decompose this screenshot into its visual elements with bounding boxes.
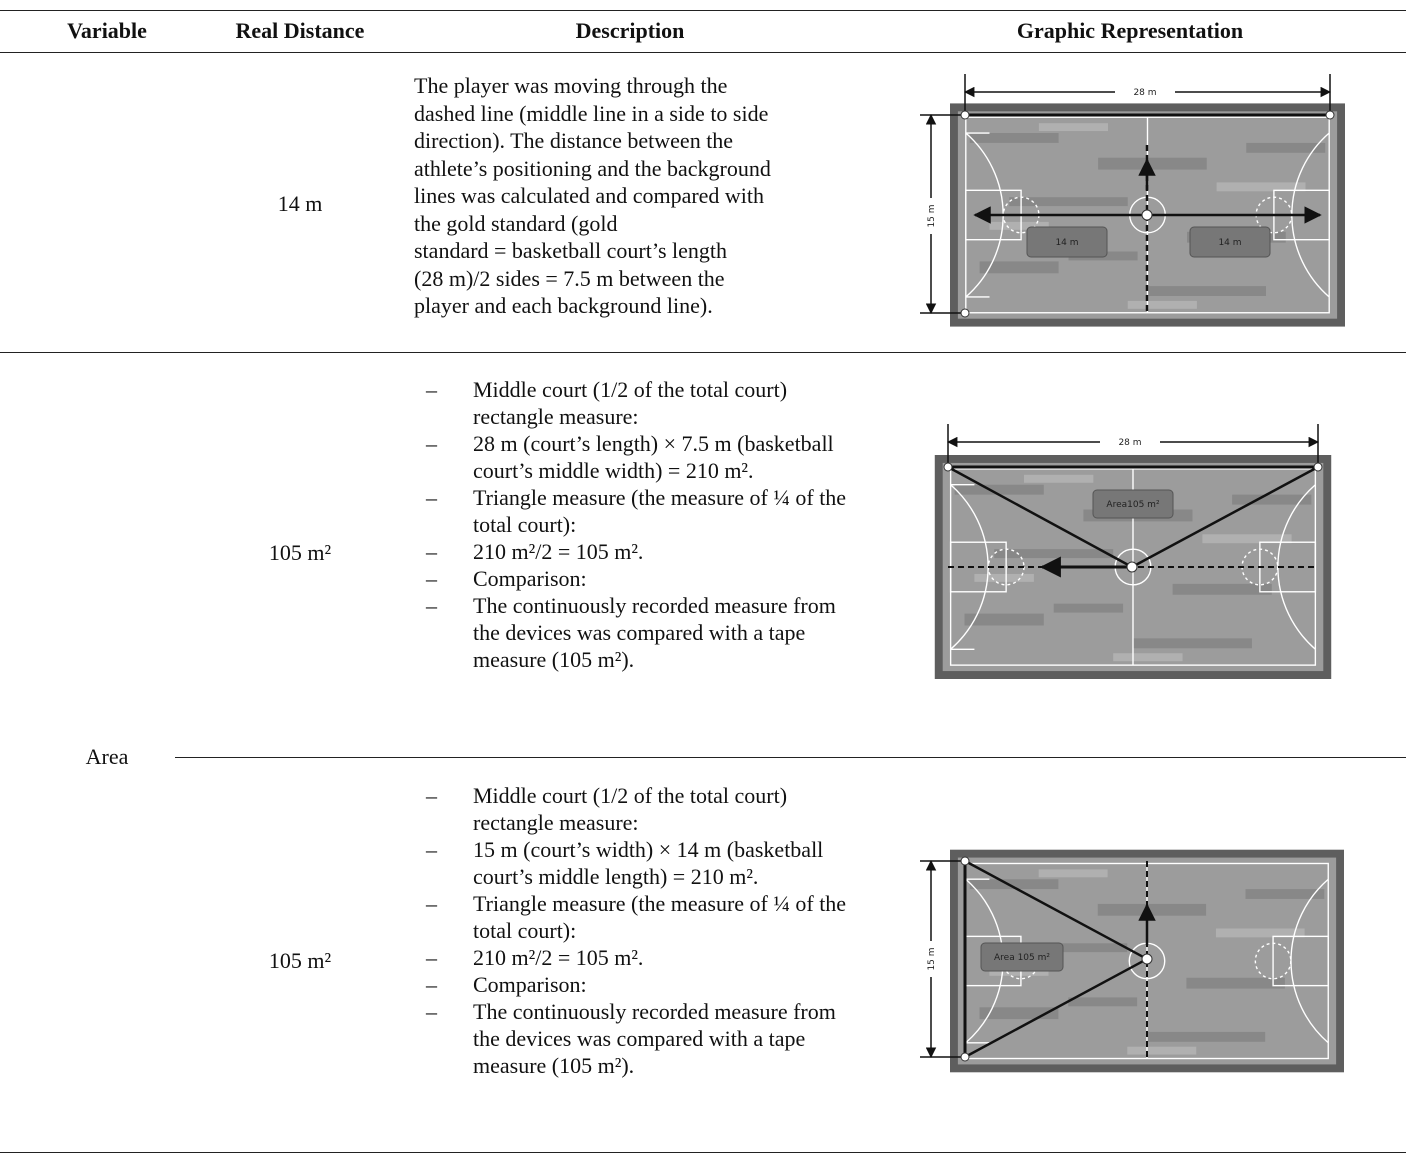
header-cell: Variable (67, 18, 147, 43)
list-item: 15 m (court’s width) × 14 m (basketball … (426, 836, 863, 890)
list-item: 210 m²/2 = 105 m². (426, 944, 863, 971)
list-item: Comparison: (426, 565, 863, 592)
list-item: The continuously recorded measure from t… (426, 592, 863, 673)
description-line: The player was moving through the (414, 73, 728, 98)
header-cell: Real Distance (235, 18, 365, 43)
description-line: (28 m)/2 sides = 7.5 m between the (414, 265, 725, 291)
list-item: Middle court (1/2 of the total court) re… (426, 376, 863, 430)
description-list: Middle court (1/2 of the total court) re… (426, 782, 863, 1079)
real-distance: 105 m² (268, 540, 332, 565)
box-label: 14 m (1055, 238, 1078, 248)
dimension-label: 15 m (927, 947, 937, 970)
list-item: 28 m (court’s length) × 7.5 m (basketbal… (426, 430, 863, 484)
list-item: Triangle measure (the measure of ¼ of th… (426, 890, 863, 944)
top-rule (0, 10, 1406, 11)
graphic: 15 m Area 105 m² (920, 849, 1344, 1073)
dimension-label: 28 m (1133, 88, 1156, 98)
description-line: athlete’s positioning and the background (414, 155, 771, 181)
row-rule (0, 352, 1406, 353)
description-line: dashed line (middle line in a side to si… (414, 100, 769, 126)
graphic: 28 m Area105 m² (934, 424, 1332, 679)
list-item: Middle court (1/2 of the total court) re… (426, 782, 863, 836)
box-label: Area 105 m² (994, 953, 1050, 963)
header-rule (0, 52, 1406, 53)
dimension-label: 15 m (927, 204, 937, 227)
description: The player was moving through the dashed … (414, 72, 864, 320)
description-line: the gold standard (gold (414, 210, 618, 236)
list-item: Comparison: (426, 971, 863, 998)
row-rule (175, 757, 1406, 758)
bottom-rule (0, 1152, 1406, 1153)
dimension-label: 28 m (1118, 438, 1141, 448)
description-line: standard = basketball court’s length (414, 238, 727, 263)
graphic: 28 m 15 m 14 m 14 m (920, 74, 1345, 327)
list-item: The continuously recorded measure from t… (426, 998, 863, 1079)
variable: Area (85, 744, 129, 769)
list-item: Triangle measure (the measure of ¼ of th… (426, 484, 863, 538)
description-line: lines was calculated and compared with (414, 183, 765, 208)
header-cell: Graphic Representation (1016, 18, 1244, 43)
header-cell: Description (575, 18, 685, 43)
box-label: 14 m (1218, 238, 1241, 248)
box-label: Area105 m² (1106, 500, 1160, 510)
real-distance: 14 m (277, 191, 323, 216)
description-line: player and each background line). (414, 293, 713, 318)
description-list: Middle court (1/2 of the total court) re… (426, 376, 863, 673)
list-item: 210 m²/2 = 105 m². (426, 538, 863, 565)
description-line: direction). The distance between the (414, 128, 734, 153)
real-distance: 105 m² (268, 948, 332, 973)
